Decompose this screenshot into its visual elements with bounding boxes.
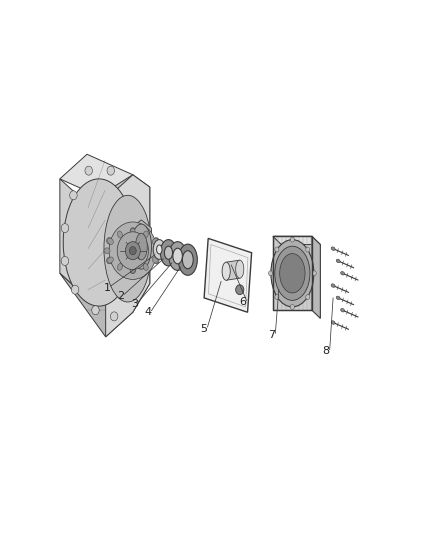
Ellipse shape	[331, 284, 335, 287]
Polygon shape	[226, 260, 240, 280]
Text: 4: 4	[145, 307, 152, 317]
Circle shape	[61, 224, 69, 232]
Circle shape	[107, 166, 114, 175]
Ellipse shape	[108, 238, 113, 245]
Text: 2: 2	[117, 291, 124, 301]
Polygon shape	[204, 238, 251, 312]
Ellipse shape	[173, 248, 182, 264]
Circle shape	[130, 267, 135, 273]
Polygon shape	[60, 273, 133, 337]
Ellipse shape	[222, 262, 230, 280]
Ellipse shape	[164, 246, 173, 260]
Ellipse shape	[336, 296, 340, 300]
Ellipse shape	[182, 251, 193, 269]
Text: 1: 1	[104, 282, 111, 293]
Circle shape	[306, 295, 310, 300]
Circle shape	[154, 257, 159, 264]
Polygon shape	[312, 236, 320, 318]
Ellipse shape	[341, 309, 345, 312]
Ellipse shape	[117, 263, 123, 270]
Circle shape	[290, 237, 294, 242]
Ellipse shape	[275, 246, 310, 301]
Text: 6: 6	[240, 297, 247, 307]
Circle shape	[268, 271, 272, 276]
Ellipse shape	[104, 248, 110, 254]
Ellipse shape	[331, 321, 335, 324]
Circle shape	[106, 257, 112, 264]
Text: 7: 7	[268, 330, 276, 340]
Ellipse shape	[63, 179, 134, 306]
Ellipse shape	[160, 240, 177, 266]
Polygon shape	[60, 179, 87, 298]
Ellipse shape	[280, 254, 305, 293]
Ellipse shape	[135, 233, 147, 260]
Ellipse shape	[104, 195, 152, 302]
Ellipse shape	[153, 240, 166, 260]
Ellipse shape	[271, 240, 314, 307]
Circle shape	[275, 295, 279, 300]
Circle shape	[61, 256, 69, 265]
Circle shape	[109, 222, 157, 279]
Circle shape	[306, 247, 310, 252]
Polygon shape	[87, 175, 150, 312]
Text: 3: 3	[131, 299, 138, 309]
Ellipse shape	[131, 224, 152, 269]
Circle shape	[312, 271, 316, 276]
Circle shape	[110, 312, 118, 321]
Circle shape	[130, 228, 135, 235]
Circle shape	[85, 166, 92, 175]
Ellipse shape	[131, 266, 135, 273]
Circle shape	[106, 238, 112, 244]
Polygon shape	[131, 220, 152, 273]
Ellipse shape	[117, 231, 123, 238]
Polygon shape	[273, 236, 320, 245]
Circle shape	[275, 247, 279, 252]
Ellipse shape	[236, 260, 244, 278]
Circle shape	[70, 191, 77, 200]
Circle shape	[290, 304, 294, 309]
Circle shape	[71, 285, 79, 294]
Ellipse shape	[331, 247, 335, 251]
Ellipse shape	[152, 238, 158, 245]
Ellipse shape	[169, 241, 187, 270]
Circle shape	[125, 241, 140, 260]
Text: 5: 5	[201, 324, 208, 334]
Text: 8: 8	[323, 346, 330, 356]
Polygon shape	[106, 175, 150, 337]
Polygon shape	[60, 154, 133, 199]
Ellipse shape	[156, 245, 162, 254]
Ellipse shape	[152, 257, 158, 263]
Ellipse shape	[336, 259, 340, 263]
Ellipse shape	[178, 244, 197, 276]
Circle shape	[130, 247, 136, 255]
Ellipse shape	[108, 257, 113, 263]
Ellipse shape	[143, 231, 148, 238]
Polygon shape	[273, 236, 312, 310]
Circle shape	[154, 238, 159, 244]
Ellipse shape	[341, 271, 345, 275]
Ellipse shape	[143, 263, 148, 270]
Circle shape	[236, 285, 244, 295]
Ellipse shape	[131, 228, 135, 236]
Circle shape	[117, 232, 148, 270]
Circle shape	[92, 306, 99, 314]
Ellipse shape	[155, 248, 162, 254]
